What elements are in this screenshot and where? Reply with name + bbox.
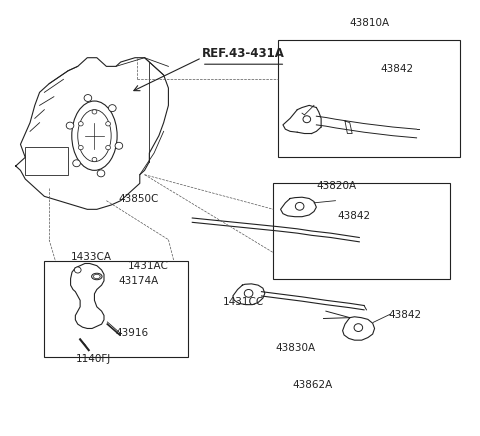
Text: 43174A: 43174A [118, 276, 158, 286]
Circle shape [92, 110, 97, 114]
Circle shape [78, 122, 83, 126]
Circle shape [73, 160, 80, 167]
Text: 43842: 43842 [381, 64, 414, 74]
Text: 1140FJ: 1140FJ [75, 354, 110, 364]
Circle shape [354, 324, 363, 331]
Bar [25, 146, 68, 175]
Circle shape [244, 290, 253, 297]
Circle shape [78, 146, 83, 150]
Circle shape [106, 122, 110, 126]
Circle shape [92, 157, 97, 162]
Circle shape [295, 202, 304, 210]
Circle shape [74, 267, 81, 273]
Text: 43842: 43842 [388, 310, 421, 320]
Ellipse shape [92, 273, 102, 280]
Ellipse shape [94, 274, 100, 279]
Bar [274, 184, 450, 279]
Circle shape [84, 95, 92, 102]
Circle shape [115, 142, 123, 149]
Text: 1433CA: 1433CA [71, 252, 111, 262]
Circle shape [97, 170, 105, 177]
Bar [278, 41, 459, 157]
Text: 1431AC: 1431AC [128, 261, 169, 271]
Text: 43850C: 43850C [118, 194, 159, 204]
Text: 43862A: 43862A [292, 380, 333, 390]
Text: REF.43-431A: REF.43-431A [202, 47, 285, 60]
Text: 1431CC: 1431CC [223, 297, 264, 307]
Circle shape [303, 116, 311, 123]
Circle shape [106, 146, 110, 150]
Text: 43820A: 43820A [316, 181, 357, 191]
Bar [44, 261, 188, 357]
Circle shape [66, 122, 74, 129]
Text: 43810A: 43810A [350, 18, 390, 28]
Circle shape [108, 105, 116, 112]
Text: 43842: 43842 [338, 211, 371, 221]
Text: 43830A: 43830A [276, 343, 316, 353]
Text: 43916: 43916 [116, 328, 149, 338]
